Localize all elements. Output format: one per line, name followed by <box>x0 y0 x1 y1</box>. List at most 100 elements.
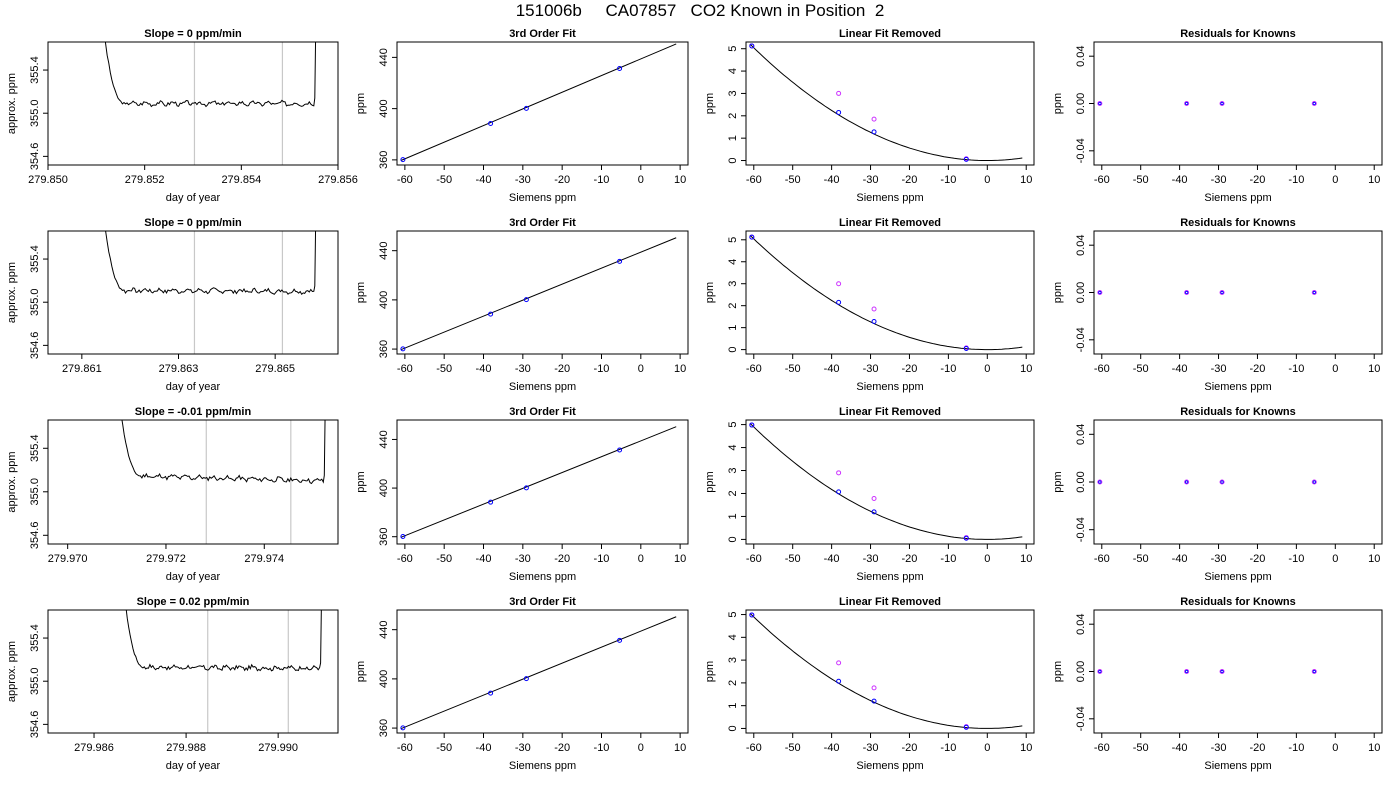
x-tick-label: -30 <box>515 363 531 375</box>
y-tick-label: 355.0 <box>29 288 41 316</box>
chart-title: Slope = 0 ppm/min <box>144 217 242 229</box>
y-tick-label: 5 <box>727 237 739 243</box>
x-tick-label: -20 <box>902 742 918 754</box>
plot-area <box>749 422 1023 541</box>
y-tick-label: 440 <box>378 430 390 448</box>
data-point <box>617 66 623 72</box>
x-axis-label: Siemens ppm <box>1204 760 1271 772</box>
y-tick-label: 3 <box>727 281 739 287</box>
data-point <box>488 499 494 505</box>
x-axis-label: Siemens ppm <box>509 381 576 393</box>
y-tick-label: 355.0 <box>29 667 41 695</box>
residual-point-inner <box>1098 101 1102 106</box>
x-tick-label: -10 <box>940 363 956 375</box>
x-tick-label: -20 <box>902 174 918 186</box>
y-tick-label: 0.00 <box>1075 471 1087 492</box>
y-tick-label: 4 <box>727 259 739 265</box>
y-tick-label: 5 <box>727 46 739 52</box>
residual-point-inner <box>1312 290 1316 295</box>
residual-point <box>1184 290 1190 295</box>
y-axis-label: ppm <box>704 93 716 114</box>
residual-point-inner <box>1312 101 1316 106</box>
x-tick-label: -30 <box>515 553 531 565</box>
x-axis-label: Siemens ppm <box>1204 571 1271 583</box>
x-tick-label: 10 <box>1368 363 1380 375</box>
x-tick-label: -30 <box>1211 742 1227 754</box>
y-tick-label: 0 <box>727 536 739 542</box>
fit-point <box>963 535 969 541</box>
y-tick-label: -0.04 <box>1075 706 1087 731</box>
x-tick-label: -60 <box>746 174 762 186</box>
y-tick-label: 355.4 <box>29 624 41 652</box>
y-tick-label: 360 <box>378 340 390 358</box>
plot-area <box>121 420 326 544</box>
x-tick-label: -20 <box>554 363 570 375</box>
y-axis-label: ppm <box>355 471 367 492</box>
x-tick-label: -30 <box>515 174 531 186</box>
x-tick-label: -50 <box>785 363 801 375</box>
plot-area <box>400 43 677 163</box>
fit-point <box>963 346 969 352</box>
fit-point <box>749 422 755 428</box>
x-tick-label: 10 <box>1368 553 1380 565</box>
x-tick-label: -50 <box>785 742 801 754</box>
x-tick-label: 0 <box>638 553 644 565</box>
residual-point-inner <box>1220 101 1224 106</box>
plot-frame <box>396 609 689 734</box>
y-tick-label: 354.6 <box>29 332 41 360</box>
y-tick-label: 1 <box>727 513 739 519</box>
x-tick-label: -50 <box>436 363 452 375</box>
x-tick-label: -10 <box>1288 174 1304 186</box>
x-axis-label: Siemens ppm <box>509 571 576 583</box>
fit-point <box>871 318 877 324</box>
chart-2-1: Slope = 0 ppm/min day of year approx. ppm 2… <box>6 217 339 393</box>
fit-curve <box>749 612 1023 729</box>
x-tick-label: -20 <box>554 174 570 186</box>
x-tick-label: 0 <box>984 742 990 754</box>
x-tick-label: 0 <box>984 363 990 375</box>
y-tick-label: 1 <box>727 703 739 709</box>
raw-point <box>836 660 842 666</box>
y-tick-label: -0.04 <box>1075 327 1087 352</box>
data-point <box>617 637 623 643</box>
x-tick-label: -40 <box>1172 742 1188 754</box>
fit-line <box>400 426 677 538</box>
residual-point <box>1184 479 1190 485</box>
y-tick-label: 4 <box>727 444 739 450</box>
x-tick-label: -40 <box>824 174 840 186</box>
plot-frame <box>1093 230 1383 355</box>
chart-title: 3rd Order Fit <box>509 406 576 418</box>
x-tick-label: 10 <box>674 553 686 565</box>
x-tick-label: -60 <box>397 742 413 754</box>
y-tick-label: 4 <box>727 634 739 640</box>
x-tick-label: -10 <box>1288 742 1304 754</box>
chart-3-3: Linear Fit Removed Siemens ppm ppm -60 -50 -4… <box>704 406 1035 583</box>
raw-point <box>871 116 877 122</box>
y-tick-label: 354.6 <box>29 143 41 171</box>
chart-3-1: Slope = -0.01 ppm/min day of year approx. … <box>6 406 339 583</box>
y-tick-label: 0.04 <box>1075 45 1087 66</box>
plot-area <box>400 426 677 539</box>
x-tick-label: -50 <box>436 742 452 754</box>
chart-title: 3rd Order Fit <box>509 28 576 40</box>
y-tick-label: 0.00 <box>1075 93 1087 114</box>
x-tick-label: 279.854 <box>221 174 261 186</box>
x-axis-label: day of year <box>166 381 221 393</box>
y-tick-label: 400 <box>378 291 390 309</box>
y-axis-label: ppm <box>704 282 716 303</box>
x-tick-label: 0 <box>638 363 644 375</box>
y-tick-label: 360 <box>378 151 390 169</box>
y-tick-label: 0.04 <box>1075 613 1087 634</box>
x-tick-label: 279.988 <box>166 742 206 754</box>
x-tick-label: 279.970 <box>48 553 88 565</box>
residual-point <box>1184 101 1190 106</box>
y-tick-label: 0.00 <box>1075 661 1087 682</box>
y-tick-label: 0.04 <box>1075 424 1087 445</box>
residual-point <box>1219 290 1225 295</box>
x-tick-label: -60 <box>746 363 762 375</box>
y-tick-label: 2 <box>727 490 739 496</box>
x-tick-label: -10 <box>1288 553 1304 565</box>
y-axis-label: ppm <box>1052 471 1064 492</box>
y-tick-label: 360 <box>378 719 390 737</box>
data-point <box>400 725 406 731</box>
